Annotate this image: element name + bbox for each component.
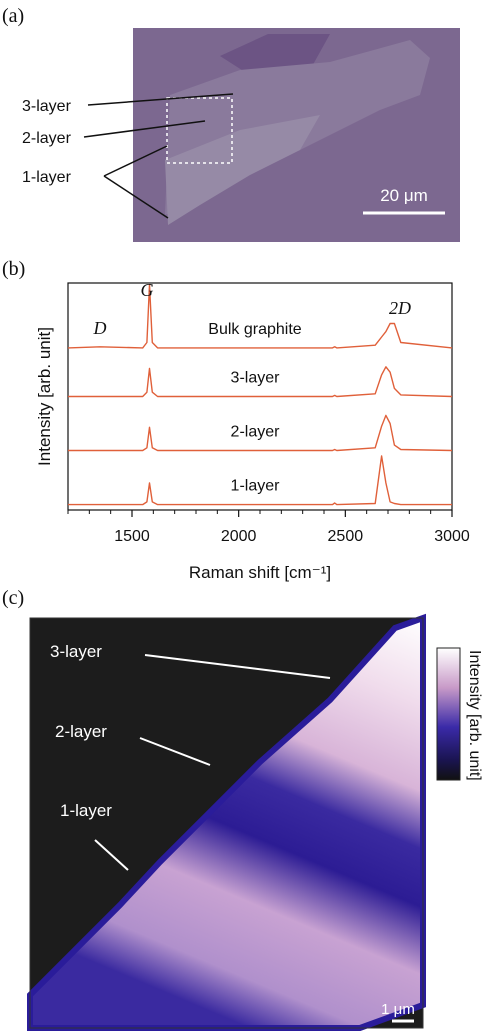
series-label: 1-layer bbox=[231, 478, 281, 495]
layer-label: 3-layer bbox=[50, 642, 102, 661]
x-tick-label: 2000 bbox=[221, 528, 257, 545]
peak-label: 2D bbox=[389, 298, 411, 318]
layer-label: 2-layer bbox=[22, 130, 72, 147]
peak-label: G bbox=[141, 280, 154, 300]
panel-label: (a) bbox=[2, 5, 24, 27]
colorbar bbox=[437, 648, 460, 780]
series-label: Bulk graphite bbox=[208, 321, 301, 338]
x-axis-label: Raman shift [cm⁻¹] bbox=[189, 563, 331, 582]
panel-label: (c) bbox=[2, 587, 24, 609]
peak-label: D bbox=[93, 318, 107, 338]
layer-label: 1-layer bbox=[22, 169, 72, 186]
y-axis-label: Intensity [arb. unit] bbox=[35, 327, 54, 466]
panel-label: (b) bbox=[2, 258, 25, 280]
x-tick-label: 2500 bbox=[328, 528, 364, 545]
figure: (a) 3-layer 2-layer 1-layer 20 μm (b) 15… bbox=[0, 0, 492, 1034]
x-tick-label: 1500 bbox=[114, 528, 150, 545]
scale-bar-label: 20 μm bbox=[380, 186, 428, 205]
series-label: 2-layer bbox=[231, 424, 281, 441]
scale-bar-label: 1 μm bbox=[381, 1001, 415, 1018]
series-label: 3-layer bbox=[231, 370, 281, 387]
colorbar-label: Intensity [arb. unit] bbox=[466, 650, 483, 781]
x-tick-label: 3000 bbox=[434, 528, 470, 545]
layer-label: 3-layer bbox=[22, 98, 72, 115]
layer-label: 1-layer bbox=[60, 801, 112, 820]
layer-label: 2-layer bbox=[55, 722, 107, 741]
